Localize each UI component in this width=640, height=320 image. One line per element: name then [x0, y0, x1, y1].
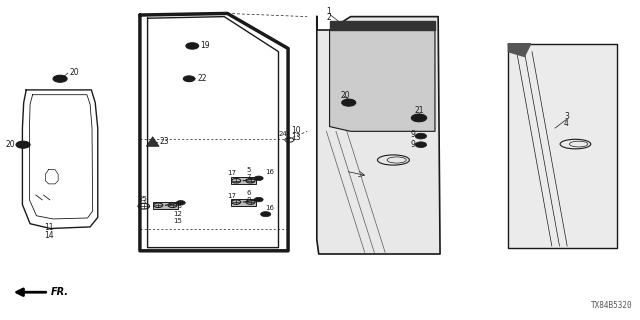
Circle shape	[186, 43, 198, 49]
Text: 13: 13	[291, 132, 301, 141]
Text: 9: 9	[410, 130, 415, 139]
Text: 11: 11	[44, 223, 54, 232]
Circle shape	[176, 201, 185, 205]
Circle shape	[415, 133, 427, 139]
Polygon shape	[508, 44, 617, 248]
Text: 22: 22	[197, 74, 207, 83]
Text: 21: 21	[415, 106, 424, 115]
Text: 24: 24	[278, 131, 287, 137]
Text: 12: 12	[173, 211, 182, 217]
Circle shape	[53, 75, 67, 82]
Polygon shape	[45, 170, 58, 184]
Text: 20: 20	[6, 140, 15, 149]
Polygon shape	[330, 30, 435, 131]
Text: 1: 1	[326, 7, 331, 16]
Text: 6: 6	[246, 190, 251, 196]
Polygon shape	[508, 44, 531, 56]
FancyBboxPatch shape	[230, 198, 256, 205]
Text: 17: 17	[227, 193, 236, 199]
Circle shape	[254, 197, 263, 202]
Polygon shape	[330, 21, 435, 30]
Circle shape	[183, 76, 195, 82]
Polygon shape	[147, 137, 159, 146]
Text: 20: 20	[70, 68, 79, 77]
Text: 19: 19	[200, 41, 209, 50]
Text: 17: 17	[227, 170, 236, 176]
Text: FR.: FR.	[51, 287, 69, 297]
Text: 15: 15	[173, 218, 182, 224]
Text: 23: 23	[159, 137, 169, 146]
Text: 16: 16	[266, 169, 275, 175]
Text: 4: 4	[564, 119, 569, 128]
FancyBboxPatch shape	[153, 202, 178, 209]
FancyBboxPatch shape	[230, 177, 256, 184]
Text: 20: 20	[340, 91, 350, 100]
Text: 3: 3	[564, 112, 569, 121]
Text: 14: 14	[44, 231, 54, 240]
Circle shape	[16, 141, 30, 148]
Text: 8: 8	[246, 197, 251, 203]
Circle shape	[342, 99, 356, 106]
Circle shape	[412, 114, 427, 122]
Text: 2: 2	[326, 13, 331, 22]
Text: 10: 10	[291, 126, 301, 135]
Text: 18: 18	[173, 203, 182, 209]
Text: 25: 25	[139, 196, 147, 202]
Text: TX84B5320: TX84B5320	[591, 301, 633, 310]
Circle shape	[260, 212, 271, 217]
Text: 5: 5	[246, 167, 251, 173]
Circle shape	[254, 176, 263, 180]
Text: 9: 9	[410, 140, 415, 148]
Polygon shape	[22, 90, 98, 228]
Polygon shape	[317, 17, 440, 254]
Circle shape	[415, 142, 427, 148]
Text: 7: 7	[246, 173, 251, 180]
Text: 16: 16	[266, 205, 275, 212]
